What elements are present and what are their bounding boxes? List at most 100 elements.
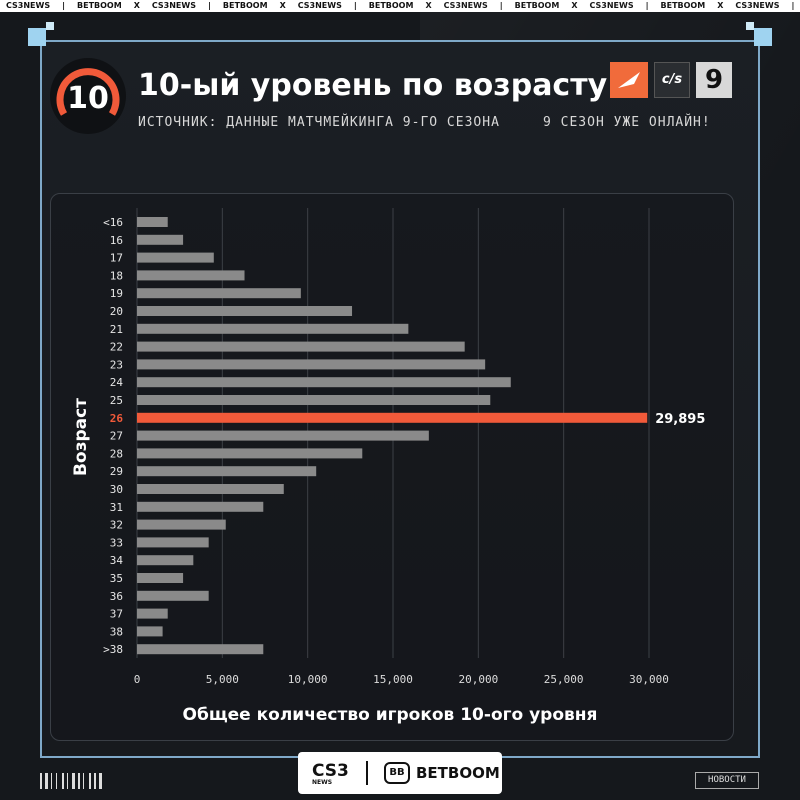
x-tick-label: 10,000 (288, 673, 328, 686)
x-axis-label: Общее количество игроков 10-ого уровня (183, 705, 598, 725)
bar (137, 626, 163, 637)
bar (137, 359, 486, 370)
y-tick-label: 24 (110, 376, 124, 389)
betboom-logo: BETBOOM (416, 764, 500, 782)
ticker-item: X (565, 1, 583, 10)
ticker-item: CS3NEWS (151, 1, 196, 10)
frame-corner-decoration (28, 28, 46, 46)
bar (137, 377, 511, 388)
bar (137, 466, 317, 477)
y-tick-label: 23 (110, 358, 123, 371)
y-tick-label: <16 (103, 216, 123, 229)
y-tick-label: 18 (110, 269, 123, 282)
bar (137, 270, 245, 281)
cs3news-logo: CS3 (312, 761, 349, 781)
news-tag: НОВОСТИ (695, 772, 759, 789)
y-tick-label: 28 (110, 447, 123, 460)
chart-x-ticks: 0 5,000 10,000 15,000 20,000 25,000 30,000 (134, 673, 669, 686)
bar (137, 288, 301, 299)
level-10-icon: 10 (50, 58, 126, 134)
ticker-item: CS3NEWS (6, 1, 51, 10)
bar-highlighted (137, 412, 648, 423)
y-tick-label: 32 (110, 519, 123, 532)
y-tick-label: 38 (110, 625, 123, 638)
ticker-item: | (62, 1, 66, 10)
ticker-item: BETBOOM (222, 1, 268, 10)
betboom-icon: BB (384, 762, 410, 784)
faceit-logo (610, 62, 648, 98)
x-tick-label: 30,000 (629, 673, 669, 686)
y-tick-label: 25 (110, 394, 123, 407)
bar (137, 484, 284, 494)
ticker-item: CS3NEWS (297, 1, 342, 10)
bar (137, 537, 209, 548)
ticker-item: X (711, 1, 729, 10)
y-tick-label: 21 (110, 323, 123, 336)
y-tick-label: 19 (110, 287, 123, 300)
frame-corner-decoration (754, 28, 772, 46)
season-tagline: 9 СЕЗОН УЖЕ ОНЛАЙН! (543, 115, 711, 130)
page-title: 10-ый уровень по возрасту (138, 68, 608, 103)
ticker-item: X (419, 1, 437, 10)
y-tick-label: 22 (110, 341, 123, 354)
bar (137, 519, 226, 530)
y-tick-label: 26 (110, 412, 124, 425)
bar (137, 430, 429, 441)
data-label: 29,895 (655, 412, 705, 427)
bar (137, 608, 168, 619)
y-tick-label: 17 (110, 252, 123, 265)
barcode-icon (40, 773, 102, 789)
x-tick-label: 0 (134, 673, 141, 686)
bar (137, 573, 184, 583)
chart-bars: 29,895 (137, 217, 705, 655)
ticker-item: | (353, 1, 357, 10)
ticker-item: | (494, 1, 509, 10)
y-tick-label: 20 (110, 305, 123, 318)
y-tick-label: 29 (110, 465, 123, 478)
x-tick-label: 5,000 (206, 673, 239, 686)
y-tick-label: 35 (110, 572, 123, 585)
frame-corner-decoration (746, 22, 754, 30)
x-tick-label: 20,000 (458, 673, 498, 686)
bar (137, 341, 465, 352)
faceit-arrow-icon (618, 72, 640, 88)
y-tick-label: 33 (110, 536, 123, 549)
ticker-item: | (785, 1, 800, 10)
chart-y-ticks: <16 16 17 18 19 20 21 22 23 24 25 26 27 28 29 30 31 32 33 3… (103, 216, 123, 656)
y-tick-label: 30 (110, 483, 123, 496)
bar (137, 306, 353, 316)
bar (137, 323, 409, 334)
ticker-item: X (133, 1, 140, 10)
ticker-item: BETBOOM (655, 1, 712, 10)
y-tick-label: 37 (110, 608, 123, 621)
logo-divider (366, 761, 368, 785)
y-tick-label: 16 (110, 234, 123, 247)
x-tick-label: 25,000 (544, 673, 584, 686)
bar (137, 555, 194, 566)
frame-corner-decoration (46, 22, 54, 30)
bar (137, 448, 363, 459)
y-tick-label: 31 (110, 501, 123, 514)
ticker-item: | (207, 1, 211, 10)
y-tick-label: >38 (103, 643, 123, 656)
bar (137, 252, 214, 263)
ticker-item: CS3NEWS (438, 1, 494, 10)
bar (137, 395, 491, 405)
bar (137, 501, 264, 512)
ticker-item: BETBOOM (368, 1, 414, 10)
ticker-item: X (279, 1, 286, 10)
ticker-item: BETBOOM (509, 1, 566, 10)
level-number: 10 (67, 81, 109, 116)
bar (137, 590, 209, 601)
ticker-item: CS3NEWS (584, 1, 640, 10)
x-tick-label: 15,000 (373, 673, 413, 686)
ticker-bar: CS3NEWS | BETBOOM X CS3NEWS | BETBOOM X CS3NEWS |… (0, 0, 800, 12)
ticker-item: | (640, 1, 655, 10)
bar (137, 217, 168, 227)
ticker-item: BETBOOM (77, 1, 122, 10)
bar (137, 234, 184, 245)
season-logo: 9 (696, 62, 732, 98)
cs3news-logo-sub: NEWS (312, 779, 333, 786)
y-tick-label: 27 (110, 430, 123, 443)
